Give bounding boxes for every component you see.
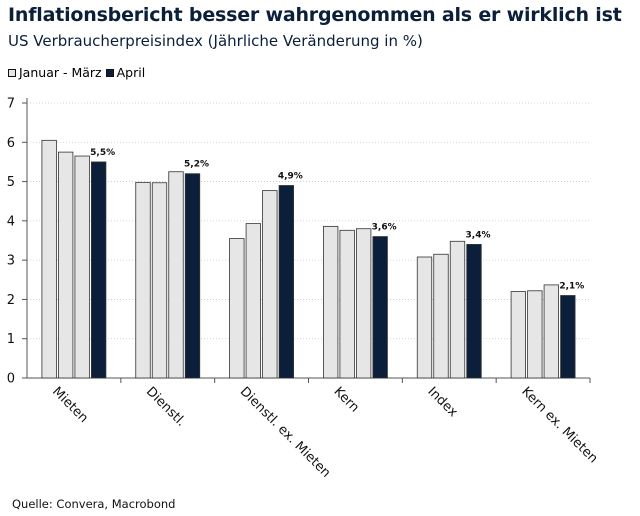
category-label: Kern [331, 384, 362, 415]
legend-label-jan-mar: Januar - März [19, 65, 102, 80]
chart-subtitle: US Verbraucherpreisindex (Jährliche Verä… [8, 32, 423, 50]
y-tick-label: 6 [7, 136, 15, 151]
bar [278, 185, 294, 379]
bar [229, 238, 245, 379]
bar [356, 228, 372, 379]
bar [510, 291, 526, 379]
bar [58, 151, 74, 379]
bar [41, 139, 57, 379]
y-tick-label: 5 [7, 175, 15, 190]
bar [527, 290, 543, 379]
category-label: Mieten [49, 384, 91, 426]
y-tick-label: 3 [7, 254, 15, 269]
data-label: 3,4% [466, 230, 491, 240]
category-label: Kern ex. Mieten [518, 384, 600, 466]
bar [543, 284, 559, 379]
bar [372, 236, 388, 379]
legend-item-jan-mar: Januar - März [8, 65, 102, 80]
bar [339, 229, 355, 379]
data-label: 5,2% [184, 160, 209, 170]
legend-label-april: April [116, 65, 146, 80]
data-label: 4,9% [278, 172, 303, 182]
y-tick-label: 4 [7, 214, 15, 229]
y-tick-label: 1 [7, 332, 15, 347]
bar [91, 161, 107, 379]
y-tick-label: 7 [7, 97, 15, 112]
bar [560, 295, 576, 379]
y-tick-label: 2 [7, 293, 15, 308]
bar [449, 240, 466, 379]
bar [184, 173, 201, 379]
legend-swatch-jan-mar [8, 68, 16, 77]
bar [416, 256, 433, 379]
bar [466, 244, 482, 379]
source-note: Quelle: Convera, Macrobond [12, 497, 176, 511]
bar [433, 253, 449, 379]
category-label: Index [424, 384, 460, 420]
data-label: 2,1% [559, 282, 584, 292]
legend-item-april: April [105, 65, 146, 80]
bar [323, 225, 339, 379]
legend-swatch-april [105, 68, 114, 77]
bar [262, 190, 278, 379]
data-label: 3,6% [372, 223, 397, 233]
y-tick-label: 0 [7, 372, 15, 387]
bar [74, 155, 90, 379]
category-label: Dienstl. [143, 384, 189, 430]
bar [168, 171, 184, 379]
legend: Januar - März April [8, 65, 149, 80]
data-label: 5,5% [90, 148, 115, 158]
bar [245, 223, 261, 379]
bar [151, 182, 168, 379]
chart-title: Inflationsbericht besser wahrgenommen al… [8, 4, 622, 26]
bar [135, 181, 151, 379]
category-label: Dienstl. ex. Mieten [237, 384, 334, 481]
